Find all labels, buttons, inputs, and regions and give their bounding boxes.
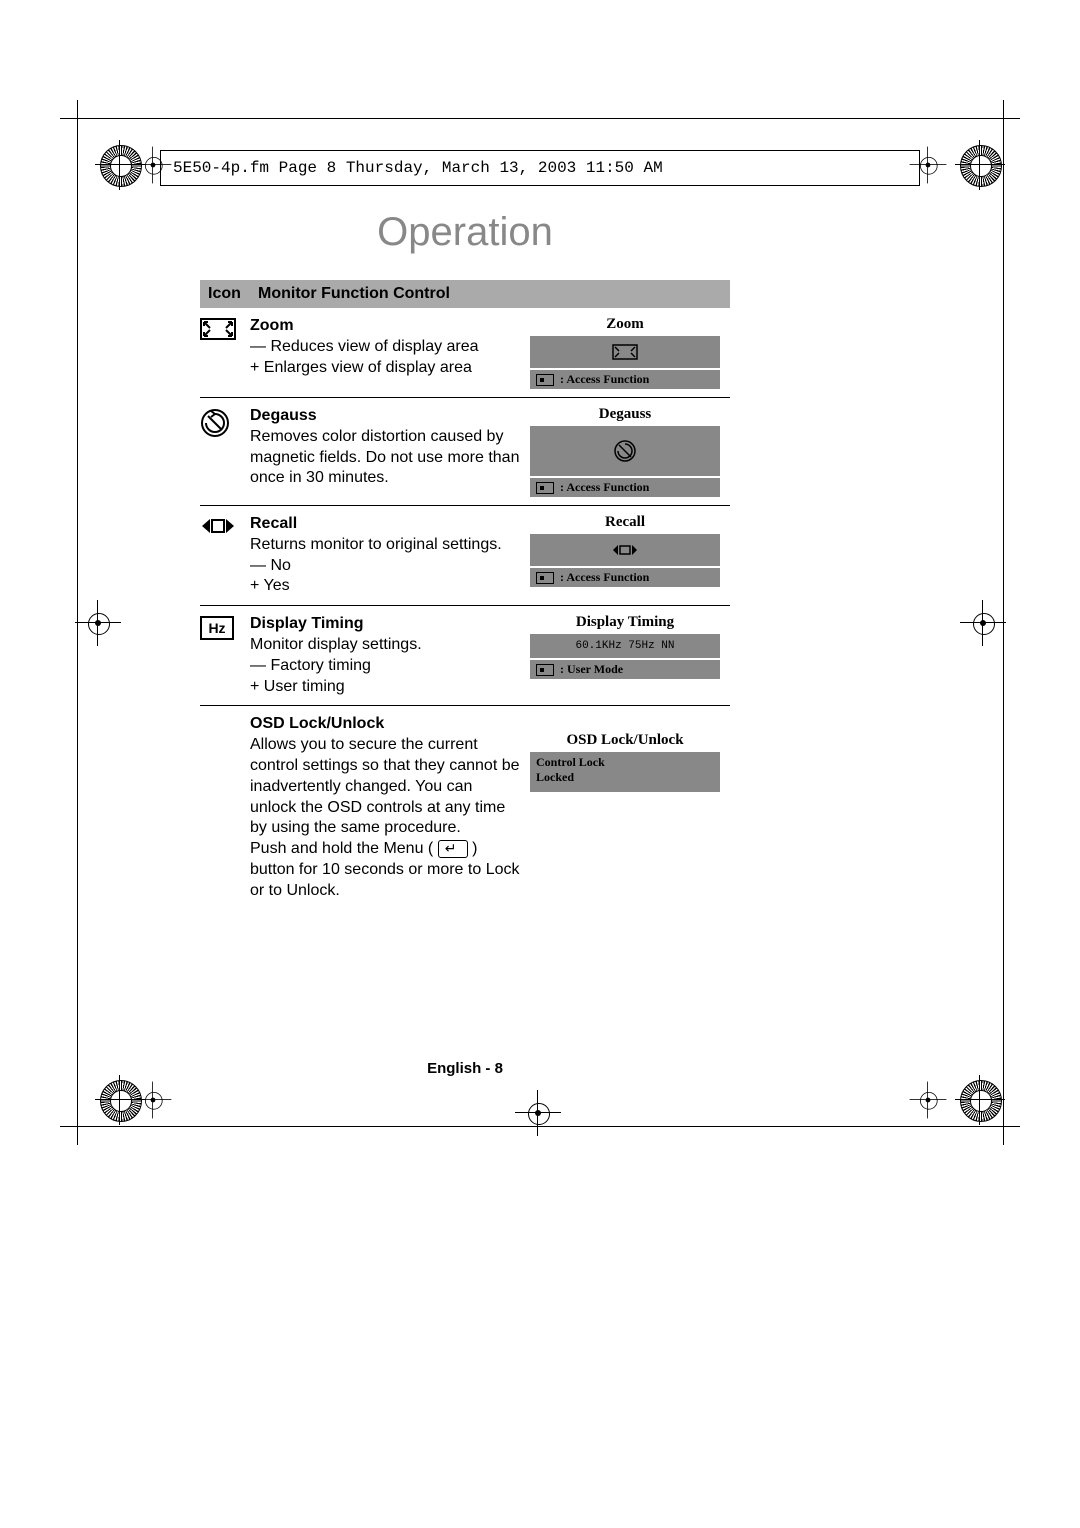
display-timing-osd: Display Timing 60.1KHz 75Hz NN : User Mo… [520,614,730,697]
dt-osd-footer: : User Mode [530,660,720,679]
menu-button-icon [438,840,468,858]
osd-lock-osd-title: OSD Lock/Unlock [530,732,720,752]
crop-mark-bottom-h [60,1126,1020,1127]
registration-mark-bottom [525,1100,551,1126]
registration-mark-left [85,610,111,636]
degauss-osd: Degauss : Access Function [520,406,730,497]
dt-desc: Monitor display settings. [250,635,520,656]
zoom-osd: Zoom : Access Function [520,316,730,389]
osd-lock-desc: Allows you to secure the current control… [250,735,520,839]
access-icon [536,482,554,494]
registration-mark-br [955,1075,1005,1125]
registration-mark-right [970,610,996,636]
registration-small-br [918,1090,939,1111]
osd-lock-sub1: Control Lock [530,755,720,770]
table-header: Icon Monitor Function Control [200,280,730,308]
zoom-osd-footer: : Access Function [530,370,720,389]
entry-degauss: Degauss Removes color distortion caused … [200,398,730,506]
dt-line1: — Factory timing [250,656,520,677]
recall-line2: + Yes [250,576,520,597]
recall-osd-body [530,534,720,566]
recall-text: Recall Returns monitor to original setti… [250,514,520,597]
header-func-label: Monitor Function Control [258,285,722,303]
degauss-osd-title: Degauss [530,406,720,426]
zoom-line2: + Enlarges view of display area [250,358,520,379]
page-footer: English - 8 [200,1060,730,1077]
degauss-text: Degauss Removes color distortion caused … [250,406,520,497]
display-timing-label: Display Timing [250,614,520,635]
zoom-osd-title: Zoom [530,316,720,336]
degauss-icon [200,406,250,497]
recall-osd: Recall : Access Function [520,514,730,597]
degauss-desc: Removes color distortion caused by magne… [250,427,520,489]
zoom-text: Zoom — Reduces view of display area + En… [250,316,520,389]
osd-lock-label: OSD Lock/Unlock [250,714,520,735]
registration-mark-bl [95,1075,145,1125]
crop-mark-top-h [60,118,1020,119]
access-icon [536,664,554,676]
dt-osd-title: Display Timing [530,614,720,634]
access-icon [536,374,554,386]
registration-small-tr [918,155,939,176]
entry-recall: Recall Returns monitor to original setti… [200,506,730,606]
svg-text:Hz: Hz [208,620,225,636]
zoom-osd-footer-text: : Access Function [560,372,649,387]
degauss-osd-footer: : Access Function [530,478,720,497]
registration-mark-tr [955,140,1005,190]
entry-osd-lock: OSD Lock/Unlock Allows you to secure the… [200,706,730,909]
entry-zoom: Zoom — Reduces view of display area + En… [200,308,730,398]
degauss-label: Degauss [250,406,520,427]
dt-osd-info: 60.1KHz 75Hz NN [569,638,680,654]
registration-small-bl [143,1090,164,1111]
osd-lock-osd: OSD Lock/Unlock Control Lock Locked [520,714,730,901]
osd-lock-text: OSD Lock/Unlock Allows you to secure the… [250,714,520,901]
zoom-icon [200,316,250,389]
header-icon-label: Icon [208,285,258,303]
osd-lock-sub2: Locked [530,770,720,785]
dt-line2: + User timing [250,677,520,698]
zoom-osd-body [530,336,720,368]
doc-header: 5E50-4p.fm Page 8 Thursday, March 13, 20… [160,150,920,186]
dt-osd-footer-text: : User Mode [560,662,623,677]
osd-lock-icon-col [200,714,250,901]
recall-desc: Returns monitor to original settings. [250,535,520,556]
content-area: Icon Monitor Function Control Zoom — Red… [200,280,730,910]
zoom-label: Zoom [250,316,520,337]
page-title: Operation [200,210,730,255]
degauss-osd-body [530,426,720,476]
dt-osd-body: 60.1KHz 75Hz NN [530,634,720,658]
registration-mark-tl [95,140,145,190]
recall-line1: — No [250,556,520,577]
doc-header-text: 5E50-4p.fm Page 8 Thursday, March 13, 20… [173,159,663,177]
zoom-line1: — Reduces view of display area [250,337,520,358]
display-timing-icon: Hz [200,614,250,697]
osd-lock-desc2a: Push and hold the Menu ( [250,840,433,857]
recall-osd-footer-text: : Access Function [560,570,649,585]
recall-icon [200,514,250,597]
recall-label: Recall [250,514,520,535]
osd-lock-osd-body: Control Lock Locked [530,752,720,792]
recall-osd-footer: : Access Function [530,568,720,587]
access-icon [536,572,554,584]
recall-osd-title: Recall [530,514,720,534]
display-timing-text: Display Timing Monitor display settings.… [250,614,520,697]
entry-display-timing: Hz Display Timing Monitor display settin… [200,606,730,706]
osd-lock-desc2: Push and hold the Menu ( ) button for 10… [250,839,520,901]
degauss-osd-footer-text: : Access Function [560,480,649,495]
